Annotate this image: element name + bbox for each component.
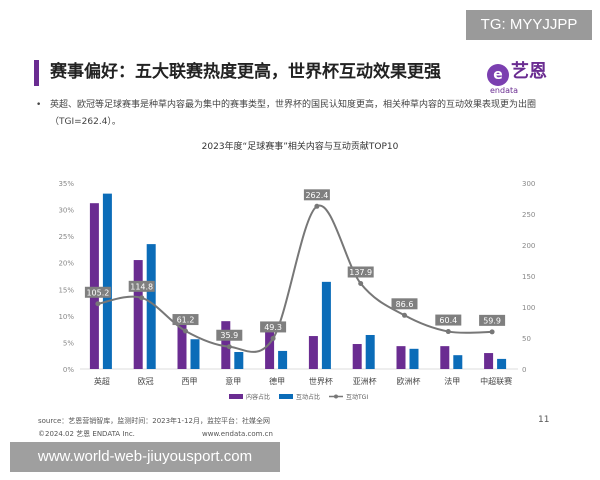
bar-interaction [321, 281, 331, 369]
tgi-point [270, 335, 276, 341]
legend-swatch-tgi-point [334, 394, 338, 399]
bar-interaction [409, 348, 419, 369]
x-tick-label: 英超 [94, 376, 110, 386]
page-title: 赛事偏好：五大联赛热度更高，世界杯互动效果更强 [50, 62, 441, 82]
y-left-tick-label: 35% [58, 180, 74, 188]
chart-title: 2023年度“足球赛事”相关内容与互动贡献TOP10 [201, 142, 399, 152]
tgi-label-bg [303, 189, 330, 201]
bar-content [440, 346, 450, 369]
bar-content [352, 344, 362, 369]
tgi-point [489, 329, 495, 335]
logo-e-icon: e [487, 64, 509, 86]
x-tick-label: 亚洲杯 [353, 376, 377, 386]
y-right-tick-label: 0 [522, 366, 526, 374]
legend-swatch-interaction [279, 394, 293, 399]
tgi-line [97, 204, 493, 353]
tgi-data-label: 114.8 [130, 282, 153, 291]
tgi-label-bg [128, 280, 155, 292]
tgi-data-label: 262.4 [305, 191, 328, 200]
tgi-label-bg [172, 314, 199, 326]
x-tick-label: 意甲 [225, 376, 241, 386]
legend-swatch-content [229, 394, 243, 399]
tgi-data-label: 59.9 [483, 316, 501, 325]
tgi-data-label: 137.9 [349, 268, 372, 277]
tgi-point [314, 203, 320, 209]
logo-cn: 艺恩 [511, 61, 547, 82]
logo-en: endata [490, 86, 519, 95]
tgi-label-bg [347, 266, 374, 278]
bar-content [89, 203, 99, 369]
tgi-point [226, 344, 232, 350]
tgi-label-bg [435, 314, 462, 326]
title-accent-bar [34, 60, 39, 86]
y-right-tick-label: 200 [522, 242, 535, 250]
bar-interaction [278, 350, 288, 369]
tgi-label-bg [479, 314, 506, 326]
tgi-label-bg [216, 329, 243, 341]
tgi-label-bg [391, 298, 418, 310]
tgi-data-label: 105.2 [86, 288, 109, 297]
y-left-tick-label: 5% [63, 339, 74, 347]
legend-label: 互动TGI [346, 394, 368, 401]
tgi-data-label: 49.3 [264, 323, 282, 332]
bar-interaction [234, 351, 244, 369]
endata-logo: e 艺恩 endata [487, 62, 547, 96]
bar-interaction [190, 339, 200, 369]
x-tick-label: 世界杯 [309, 376, 333, 386]
y-left-tick-label: 15% [58, 286, 74, 294]
x-tick-label: 中超联赛 [480, 376, 512, 386]
website: www.endata.com.cn [202, 430, 273, 438]
watermark-bottom: www.world-web-jiuyousport.com [10, 442, 280, 472]
y-left-tick-label: 25% [58, 233, 74, 241]
watermark-top: TG: MYYJJPP [466, 10, 592, 40]
bullet-icon: • [36, 100, 42, 110]
bar-content [133, 260, 143, 369]
bar-content [265, 331, 275, 369]
page-number: 11 [538, 415, 550, 425]
bar-content [396, 346, 406, 369]
tgi-label-bg [260, 321, 287, 333]
bar-interaction [497, 358, 507, 369]
bullet-text: 英超、欧冠等足球赛事是种草内容最为集中的赛事类型，世界杯的国民认知度更高，相关种… [50, 100, 537, 127]
bar-content [221, 321, 231, 369]
y-right-tick-label: 50 [522, 335, 531, 343]
bar-interaction [102, 193, 112, 369]
tgi-point [183, 328, 188, 334]
bar-interaction [146, 244, 156, 369]
bar-content [308, 336, 318, 369]
x-tick-label: 法甲 [444, 376, 460, 386]
chart: 0% 5% 10% 15% 20% 25% 30% 35% 0 50 100 150 200 250 300… [58, 180, 535, 401]
y-right-tick-label: 300 [522, 180, 535, 188]
tgi-data-label: 35.9 [220, 331, 238, 340]
y-left-tick-label: 0% [63, 366, 74, 374]
tgi-data-label: 86.6 [396, 300, 414, 309]
x-tick-label: 欧洲杯 [397, 376, 421, 386]
y-right-tick-label: 150 [522, 273, 535, 281]
bar-content [484, 353, 494, 369]
bar-interaction [453, 355, 463, 369]
y-left-tick-label: 20% [58, 260, 74, 268]
y-right-tick-label: 250 [522, 211, 535, 219]
source-note: source：艺恩营销智库，监测时间：2023年1-12月，监控平台：社媒全网 [38, 417, 270, 425]
y-right-tick-label: 100 [522, 304, 535, 312]
tgi-point [139, 295, 145, 301]
bar-content [177, 322, 187, 369]
tgi-point [402, 312, 407, 318]
tgi-point [445, 329, 451, 335]
tgi-point [95, 301, 101, 307]
tgi-data-label: 61.2 [177, 316, 195, 325]
legend-label: 互动占比 [296, 393, 320, 401]
x-tick-label: 西甲 [182, 377, 198, 386]
tgi-point [358, 281, 364, 287]
legend-label: 内容占比 [246, 393, 270, 401]
y-left-tick-label: 10% [58, 313, 74, 321]
tgi-data-label: 60.4 [439, 316, 457, 325]
copyright: ©2024.02 艺恩 ENDATA Inc. [38, 430, 135, 438]
y-left-tick-label: 30% [58, 207, 74, 215]
x-tick-label: 欧冠 [138, 376, 154, 386]
tgi-label-bg [84, 286, 111, 298]
x-tick-label: 德甲 [269, 376, 285, 386]
bar-interaction [365, 334, 375, 369]
